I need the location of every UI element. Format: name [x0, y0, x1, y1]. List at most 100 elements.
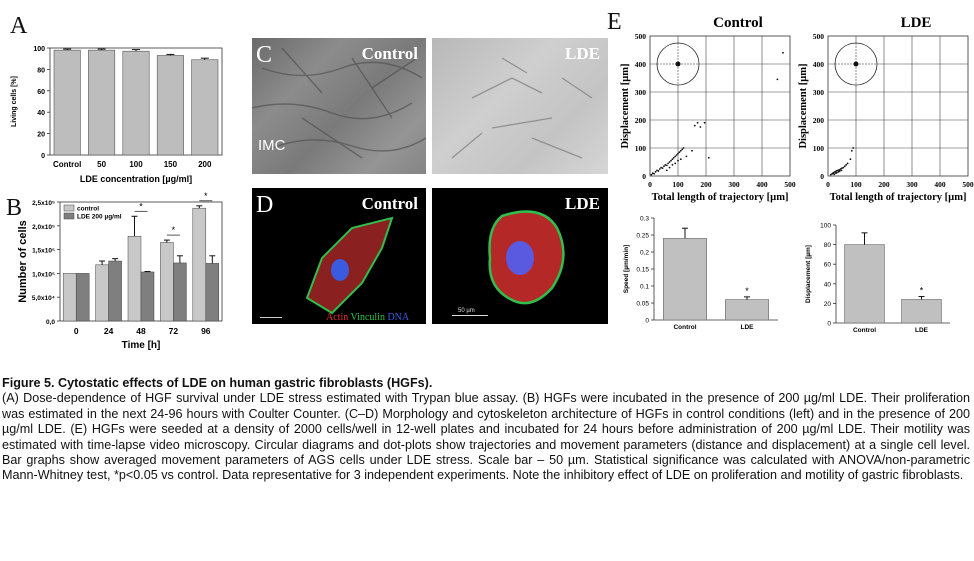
panel-d-control-photo: D Control	[252, 188, 426, 324]
y-tick-label: 2,5x10⁵	[32, 200, 55, 207]
data-point	[668, 166, 671, 169]
y-axis-label: Displacement [µm]	[620, 63, 631, 148]
bar	[844, 244, 885, 324]
x-tick-label: 200	[878, 180, 890, 189]
legend-label: LDE 200 µg/ml	[77, 214, 122, 221]
y-axis-label: Speed [µm/min]	[623, 245, 630, 294]
legend-label: control	[77, 206, 99, 213]
bar-lde	[75, 273, 90, 322]
panel-c-lde-title: LDE	[565, 44, 600, 63]
y-tick-label: 0	[41, 153, 45, 160]
x-tick-label: 100	[672, 180, 684, 189]
data-point	[838, 170, 841, 172]
data-point	[850, 149, 853, 152]
panel-e-lde-scatter: LDE 0 100 200 300 400 500 0 100 200 300 400 500 Total…	[798, 15, 974, 203]
panel-d-control-title: Control	[361, 194, 418, 213]
bar	[725, 299, 770, 321]
x-tick-label: 500	[962, 180, 974, 189]
data-point	[839, 168, 842, 170]
data-point	[682, 147, 685, 149]
data-point	[699, 126, 702, 128]
bar-lde	[205, 263, 220, 322]
data-point	[654, 170, 657, 173]
y-tick-label: 100	[820, 223, 831, 230]
stain-actin: Actin	[326, 312, 349, 323]
panel-c-label: C	[256, 42, 273, 68]
x-tick-label: 96	[201, 326, 211, 336]
significance-marker: *	[745, 286, 749, 296]
y-tick-label: 0	[645, 318, 649, 325]
significance-marker: *	[204, 191, 208, 201]
data-point	[657, 170, 660, 172]
data-point	[671, 158, 674, 161]
y-tick-label: 0,0	[46, 319, 55, 326]
data-point	[653, 172, 656, 175]
scatter-title: Control	[713, 15, 763, 31]
trajectory-cluster	[675, 61, 681, 67]
data-point	[691, 149, 693, 152]
bar-control	[95, 264, 109, 322]
data-point	[656, 169, 658, 172]
panel-c-control-photo: C Control IMC	[252, 38, 426, 174]
bar	[53, 49, 81, 156]
x-axis-label: Total length of trajectory [µm]	[652, 192, 789, 203]
panel-b-label: B	[6, 195, 23, 221]
x-axis-label: LDE concentration [µg/ml]	[80, 174, 192, 184]
figure-caption: Figure 5. Cytostatic effects of LDE on h…	[2, 376, 970, 484]
data-point	[685, 155, 688, 158]
x-tick-label: 100	[129, 160, 143, 169]
data-point	[671, 163, 674, 166]
bar	[88, 49, 116, 156]
x-tick-label: 50	[97, 160, 106, 169]
x-tick-label: 500	[784, 180, 796, 189]
x-tick-label: 300	[906, 180, 918, 189]
x-tick-label: 100	[850, 180, 862, 189]
y-tick-label: 80	[824, 242, 832, 249]
x-tick-label: 0	[74, 326, 79, 336]
y-tick-label: 300	[635, 88, 647, 97]
y-tick-label: 400	[813, 60, 825, 69]
data-point	[672, 156, 675, 159]
data-point	[782, 51, 784, 54]
x-tick-label: LDE	[915, 327, 929, 334]
y-tick-label: 0.25	[636, 233, 649, 240]
panel-c-control-title: Control	[361, 44, 418, 63]
data-point	[696, 121, 699, 124]
data-point	[668, 161, 671, 163]
data-point	[661, 167, 664, 170]
stain-dna: DNA	[387, 312, 410, 323]
x-tick-label: 0	[648, 180, 652, 189]
data-point	[674, 162, 677, 165]
panel-e-control-scatter: Control 0 100 200 300 400 500 0 100 200 300 400 500 T…	[620, 15, 796, 203]
data-point	[707, 156, 710, 159]
bar	[662, 238, 708, 321]
data-point	[703, 121, 706, 124]
bar-control	[160, 242, 174, 322]
y-tick-label: 100	[33, 46, 45, 53]
significance-marker: *	[172, 225, 176, 235]
bar	[901, 299, 942, 324]
data-point	[651, 172, 654, 175]
y-tick-label: 0.1	[640, 284, 649, 291]
data-point	[835, 170, 838, 172]
y-tick-label: 200	[813, 116, 825, 125]
stain-vinculin: Vinculin	[350, 312, 385, 323]
significance-marker: *	[139, 201, 143, 211]
y-axis-label: Displacement [µm]	[798, 63, 809, 148]
data-point	[679, 149, 682, 152]
data-point	[829, 173, 832, 176]
y-tick-label: 0.15	[636, 267, 649, 274]
bar	[122, 50, 150, 156]
data-point	[832, 171, 835, 174]
y-tick-label: 0.3	[640, 216, 649, 223]
x-tick-label: Control	[673, 324, 696, 331]
y-tick-label: 60	[824, 262, 832, 269]
bar-lde	[173, 262, 187, 322]
data-point	[849, 158, 852, 161]
caption-title: Figure 5. Cytostatic effects of LDE on h…	[2, 376, 433, 390]
y-tick-label: 60	[37, 89, 45, 96]
y-axis-label: Number of cells	[17, 220, 29, 303]
y-axis-label: Living cells [%]	[11, 76, 18, 127]
data-point	[677, 152, 679, 155]
panel-c-imc-label: IMC	[258, 137, 286, 154]
